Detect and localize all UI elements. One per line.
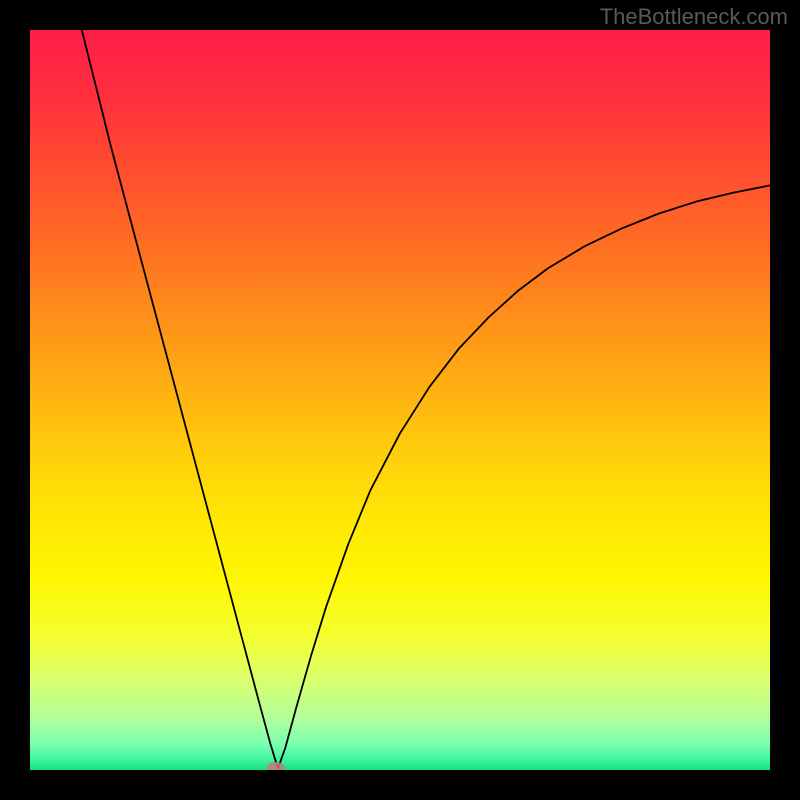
watermark-text: TheBottleneck.com [600, 4, 788, 30]
chart-container: TheBottleneck.com [0, 0, 800, 800]
plot-area [30, 30, 770, 770]
gradient-background [30, 30, 770, 770]
chart-svg [30, 30, 770, 770]
